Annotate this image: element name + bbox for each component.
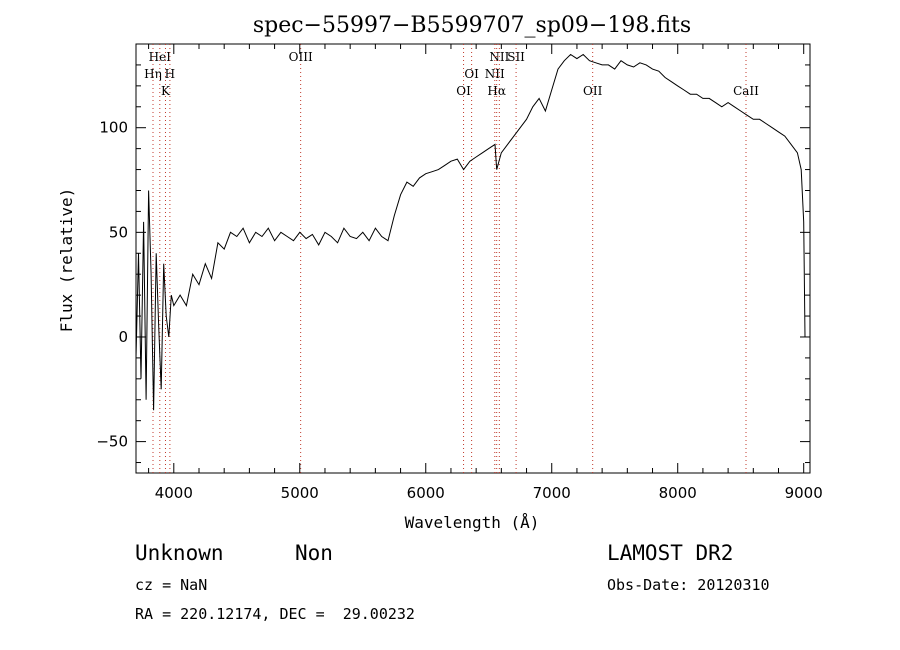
spectrum-line [135, 53, 806, 411]
plot-frame [135, 43, 811, 474]
x-tick-label: 6000 [407, 484, 445, 502]
line-marker-label: OI [464, 67, 479, 81]
y-tick-label: 0 [118, 328, 128, 346]
obs-date-label: Obs-Date: 20120310 [607, 576, 770, 594]
x-tick-label: 8000 [659, 484, 697, 502]
line-marker-label: Hη [144, 67, 162, 81]
cz-label: cz = NaN [135, 576, 208, 594]
x-tick-label: 5000 [281, 484, 319, 502]
y-axis-label: Flux (relative) [57, 188, 76, 333]
line-marker-label: OI [456, 84, 471, 98]
x-axis-label: Wavelength (Å) [405, 513, 540, 532]
line-marker-label: OII [583, 84, 603, 98]
y-tick-label: 50 [109, 223, 128, 241]
y-tick-label: −50 [96, 433, 128, 451]
x-tick-label: 7000 [533, 484, 571, 502]
survey-label: LAMOST DR2 [607, 541, 734, 565]
class-label: Unknown [135, 541, 224, 565]
line-marker-label: OIII [289, 50, 313, 64]
x-tick-label: 9000 [785, 484, 823, 502]
y-tick-label: 100 [99, 119, 128, 137]
line-marker-label: K [161, 84, 171, 98]
line-marker-label: NII [485, 67, 505, 81]
line-marker-label: H [165, 67, 175, 81]
line-marker-label: Hα [487, 84, 506, 98]
chart-title: spec−55997−B5599707_sp09−198.fits [253, 13, 691, 38]
line-marker-label: SII [507, 50, 525, 64]
coords-label: RA = 220.12174, DEC = 29.00232 [135, 605, 415, 623]
line-marker-label: CaII [733, 84, 759, 98]
x-tick-label: 4000 [155, 484, 193, 502]
subclass-label: Non [295, 541, 333, 565]
line-marker-label: HeI [149, 50, 172, 64]
